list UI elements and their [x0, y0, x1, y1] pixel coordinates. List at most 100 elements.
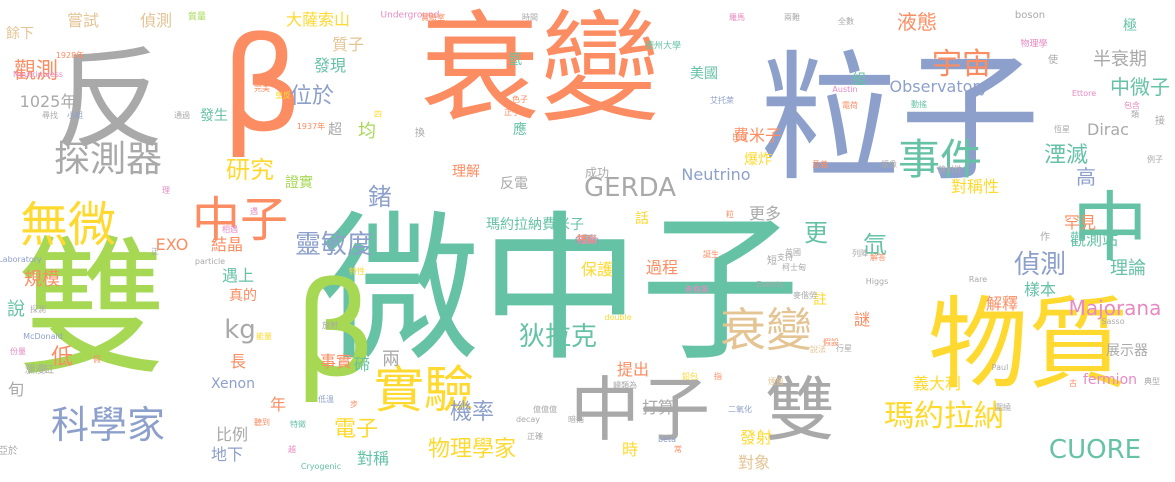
cloud-word-169: 說法 [810, 345, 826, 354]
cloud-word-50: 低 [50, 345, 74, 370]
cloud-word-37: 中微子 [1110, 75, 1170, 99]
cloud-word-24: 研究 [226, 156, 274, 184]
cloud-word-70: 對象 [737, 453, 771, 472]
cloud-word-128: 二氧化 [728, 405, 752, 414]
cloud-word-0: 微中子 [319, 196, 801, 383]
cloud-word-sasso-113: Sasso [1101, 317, 1125, 326]
cloud-word-194: 換 [415, 128, 425, 139]
cloud-word-17: 事件 [897, 135, 983, 184]
cloud-word-182: 古 [1069, 379, 1077, 388]
cloud-word-140: 兩難 [784, 13, 800, 22]
cloud-word-147: 完美 [254, 84, 270, 93]
cloud-word-102: 質量 [187, 12, 207, 23]
cloud-word-139: 羅馬 [729, 13, 745, 22]
cloud-word-135: 包含 [1124, 101, 1140, 110]
cloud-word-183: 作 [1040, 232, 1050, 243]
cloud-word-153: 誕生 [703, 250, 719, 259]
cloud-word-132: 意義 [812, 160, 828, 169]
cloud-word-5: β [293, 254, 377, 406]
cloud-word-129: 正確 [527, 432, 543, 441]
cloud-word-149: 比反 [732, 133, 748, 142]
cloud-word-88: 話 [635, 211, 649, 227]
cloud-word-62: 碲 [353, 355, 371, 374]
cloud-word-181: 指 [714, 372, 722, 381]
cloud-word-201: 特以 [577, 235, 597, 246]
cloud-word-14: 衰變 [720, 303, 812, 357]
cloud-word-150: 電荷 [842, 101, 858, 110]
cloud-word-191: 步 [350, 400, 358, 409]
cloud-word-79: 高 [1076, 165, 1096, 189]
cloud-word-35: 湮滅 [1043, 143, 1089, 168]
cloud-word-142: 小組 [67, 111, 83, 120]
cloud-word-54: 結晶 [210, 235, 244, 254]
cloud-word-3: 衰變 [420, 0, 660, 139]
cloud-word-187: 越 [288, 445, 296, 454]
cloud-word-94: 美國 [690, 66, 718, 82]
cloud-word-145: 色子 [512, 95, 528, 104]
cloud-word-161: 探測 [30, 305, 46, 314]
cloud-word-cuore-20: CUORE [1048, 435, 1142, 465]
cloud-word-mcdonald-106: McDonald [23, 332, 63, 341]
cloud-word-173: 典型 [1144, 377, 1160, 386]
cloud-word-7: 物質 [928, 286, 1128, 403]
cloud-word-189: 遇 [250, 207, 258, 216]
cloud-word-176: 瀰漫 [25, 365, 45, 376]
cloud-word-67: 時 [621, 440, 639, 459]
cloud-word-184: 短 [767, 256, 777, 267]
cloud-word-98: 應 [513, 122, 527, 138]
cloud-word-51: 長 [229, 352, 247, 371]
cloud-word-165: 特徵 [290, 420, 306, 429]
cloud-word-136: 例子 [1147, 155, 1163, 164]
cloud-word-60: 事實 [319, 352, 353, 371]
cloud-word-175: 亞於 [0, 446, 18, 457]
cloud-word-167: 鉛包 [682, 372, 698, 381]
cloud-word-18: 宇宙 [932, 47, 992, 82]
cloud-word-31: 鍺 [368, 183, 392, 211]
cloud-word-34: 氙 [863, 231, 887, 259]
cloud-word-162: 份量 [10, 347, 26, 356]
cloud-word-higgs-111: Higgs [865, 277, 889, 286]
cloud-word-2: 粒子 [759, 38, 1041, 201]
cloud-word-122: 物理學 [1020, 39, 1048, 50]
cloud-word-158: 解答 [870, 253, 886, 262]
cloud-word-22: 靈敏度 [294, 230, 374, 260]
cloud-word-austin-115: Austin [832, 85, 858, 94]
cloud-word-154: 支持 [777, 253, 793, 262]
cloud-word-78: 罕見 [1063, 213, 1097, 232]
cloud-word-126: 麥偕勞 [793, 291, 817, 300]
cloud-word-100: 註 [813, 292, 827, 308]
cloud-word-1025-41: 1025年 [19, 92, 77, 111]
cloud-word-xenon-56: Xenon [211, 376, 255, 392]
cloud-word-177: 旬 [7, 380, 25, 399]
cloud-word-9: 中子 [570, 369, 710, 451]
cloud-word-13: 實驗 [374, 361, 474, 419]
cloud-word-137: 實驗室 [421, 13, 445, 22]
cloud-word-exo-55: EXO [155, 235, 189, 254]
cloud-word-171: 圍繞 [995, 403, 1011, 412]
cloud-word-49: 說 [7, 299, 25, 320]
cloud-word-1: 雙 [16, 223, 168, 397]
cloud-word-10: 雙 [765, 369, 835, 451]
cloud-word-170: 行星 [836, 344, 852, 353]
cloud-word-93: 組 [852, 72, 866, 88]
cloud-word-fermion-73: fermion [1082, 372, 1138, 388]
cloud-word-157: 列陣 [852, 249, 868, 258]
cloud-word-85: 反電 [500, 176, 528, 192]
cloud-word-52: 遇上 [221, 266, 255, 285]
cloud-word-84: 理解 [452, 164, 480, 180]
cloud-word-beta-118: beta [657, 435, 677, 444]
cloud-word-124: 艾托萊 [710, 96, 734, 105]
cloud-word-86: 成功 [584, 166, 610, 180]
cloud-word-double-119: double [604, 313, 632, 322]
cloud-word-131: 假設 [823, 338, 839, 347]
cloud-word-123: 德州大學 [644, 41, 682, 52]
cloud-word-ettore-114: Ettore [1071, 89, 1097, 98]
cloud-word-decay-117: decay [515, 415, 541, 424]
cloud-word-neutrino-89: Neutrino [681, 165, 751, 184]
cloud-word-42: 嘗試 [66, 11, 100, 30]
cloud-word-neutrinoless-105: Neutrinoless [12, 70, 64, 79]
cloud-word-observatory-40: Observatory [889, 77, 989, 96]
cloud-word-gerda-21: GERDA [584, 173, 676, 203]
cloud-word-101: 餘下 [6, 26, 34, 42]
